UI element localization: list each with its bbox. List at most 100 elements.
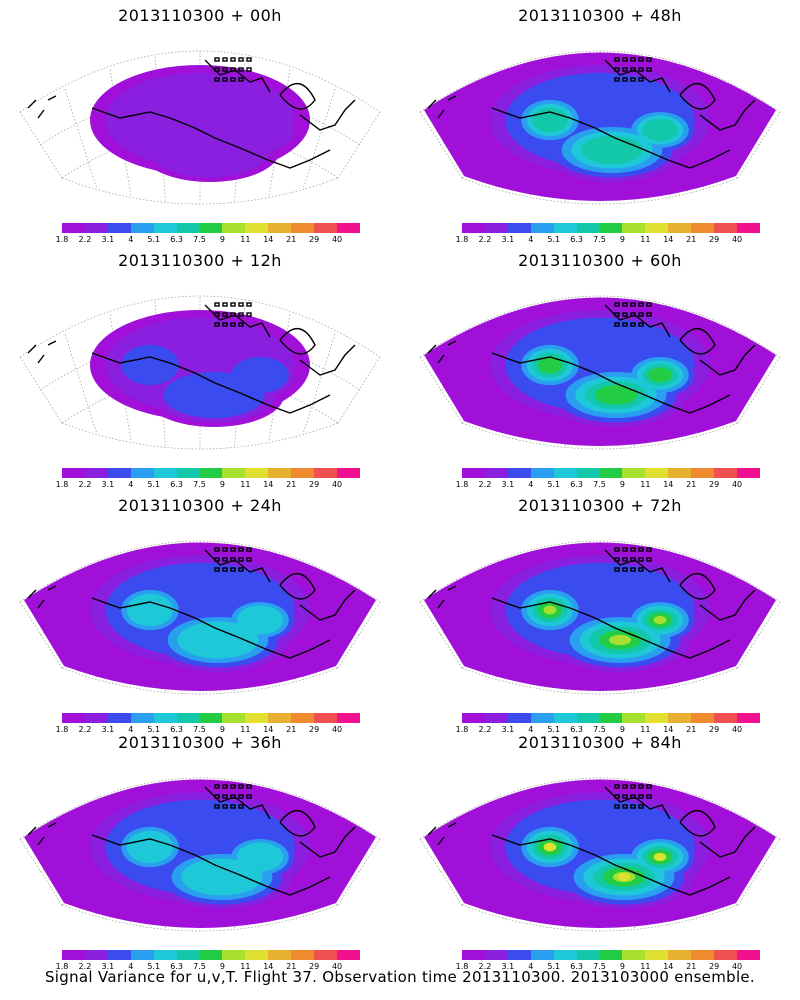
colorbar-swatch [668,223,692,233]
colorbar-label: 5.1 [147,725,161,734]
variance-map [19,50,381,205]
colorbar-swatch [553,713,577,723]
colorbar-swatch [268,223,292,233]
colorbar-label: 21 [286,235,297,244]
colorbar-swatch [84,223,108,233]
colorbar-swatch [222,468,246,478]
colorbar-swatch [291,713,315,723]
colorbar-swatch [714,468,738,478]
colorbar-swatch [507,468,531,478]
colorbar-swatch [599,223,623,233]
panel-title: 2013110300 + 00h [118,6,282,25]
variance-map [419,295,781,450]
colorbar-label: 40 [331,480,343,489]
colorbar-swatch [176,950,200,960]
colorbar-swatch [691,468,715,478]
colorbar-label: 2.2 [78,962,92,971]
colorbar-swatch [462,223,485,233]
colorbar-swatch [599,950,623,960]
colorbar-label: 9 [619,725,625,734]
colorbar-swatch [484,223,508,233]
panel-84h: 2013110300 + 84h 1.8 2.2 3.1 4 5.1 6.3 7.5 9 11 1… [400,727,800,972]
colorbar [462,950,760,960]
colorbar-label: 4 [128,725,134,734]
colorbar-label: 1.8 [55,480,69,489]
colorbar-label: 1.8 [55,235,69,244]
colorbar [62,468,360,478]
colorbar-label: 21 [286,480,297,489]
colorbar-label: 29 [309,235,320,244]
colorbar-swatch [599,468,623,478]
colorbar-label: 6.3 [570,235,583,244]
colorbar-labels: 1.8 2.2 3.1 4 5.1 6.3 7.5 9 11 14 21 29 40 [456,480,760,490]
colorbar-swatch [553,950,577,960]
colorbar-swatch [737,223,760,233]
panel-title: 2013110300 + 36h [118,733,282,752]
colorbar-swatch [622,468,646,478]
colorbar-label: 21 [686,235,697,244]
colorbar-swatch [245,223,269,233]
colorbar-swatch [645,713,669,723]
colorbar-label: 2.2 [478,962,492,971]
colorbar-swatch [507,223,531,233]
colorbar-swatch [314,950,338,960]
colorbar-label: 29 [709,235,720,244]
colorbar-swatch [645,223,669,233]
colorbar-label: 1.8 [55,725,69,734]
colorbar-swatch [462,950,485,960]
colorbar-swatch [222,223,246,233]
panel-title: 2013110300 + 60h [518,251,682,270]
colorbar-label: 21 [286,725,297,734]
colorbar-swatch [576,223,600,233]
colorbar-swatch [176,223,200,233]
colorbar-label: 1.8 [55,962,69,971]
colorbar-label: 4 [128,235,134,244]
colorbar-label: 11 [240,480,251,489]
colorbar [62,950,360,960]
variance-field [424,779,776,928]
colorbar-label: 29 [709,725,720,734]
colorbar-label: 21 [686,480,697,489]
colorbar-label: 4 [528,235,534,244]
colorbar-label: 14 [663,725,674,734]
colorbar-swatch [107,713,131,723]
colorbar-swatch [691,950,715,960]
colorbar-label: 21 [686,725,697,734]
colorbar-label: 9 [619,480,625,489]
colorbar-label: 6.3 [570,725,583,734]
colorbar-label: 2.2 [78,725,92,734]
colorbar-swatch [668,950,692,960]
colorbar-swatch [107,950,131,960]
colorbar-label: 11 [640,235,651,244]
colorbar-swatch [84,950,108,960]
colorbar-swatch [268,950,292,960]
coastline [27,784,356,896]
colorbar-swatch [645,468,669,478]
colorbar-label: 29 [309,962,320,971]
colorbar-label: 6.3 [570,962,583,971]
colorbar-label: 5.1 [147,480,161,489]
colorbar-label: 2.2 [478,480,492,489]
colorbar-swatch [622,223,646,233]
colorbar-swatch [268,713,292,723]
colorbar-label: 9 [219,962,225,971]
colorbar-swatch [668,468,692,478]
colorbar-label: 14 [263,725,274,734]
colorbar-label: 21 [686,962,697,971]
colorbar-label: 7.5 [593,962,606,971]
colorbar-label: 40 [731,725,743,734]
colorbar-label: 9 [219,235,225,244]
colorbar-swatch [337,950,360,960]
panel-title: 2013110300 + 72h [518,496,682,515]
colorbar-label: 9 [219,725,225,734]
colorbar-labels: 1.8 2.2 3.1 4 5.1 6.3 7.5 9 11 14 21 29 40 [56,962,360,972]
colorbar-swatch [714,223,738,233]
variance-field [424,297,776,446]
colorbar [62,223,360,233]
colorbar-label: 4 [528,962,534,971]
colorbar-swatch [130,950,154,960]
colorbar-swatch [314,713,338,723]
colorbar-swatch [691,713,715,723]
panel-title: 2013110300 + 48h [518,6,682,25]
panel-72h: 2013110300 + 72h 1.8 2.2 3.1 4 5.1 6.3 7.5 9 11 1… [400,490,800,735]
